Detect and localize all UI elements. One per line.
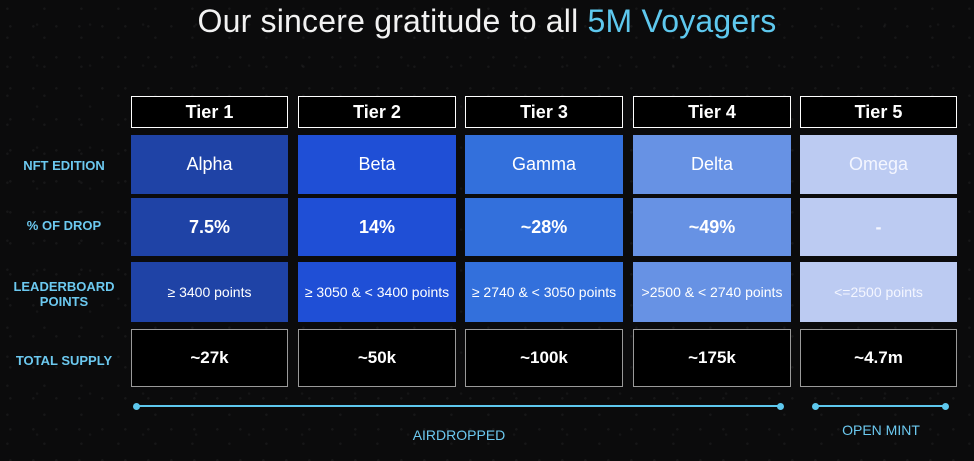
pct-of-drop-cell: 7.5%: [131, 198, 288, 256]
nft-edition-cell: Beta: [298, 135, 456, 194]
row-label-total-supply: TOTAL SUPPLY: [15, 352, 113, 368]
nft-edition-cell: Omega: [800, 135, 957, 194]
open-mint-bracket-line: [816, 405, 946, 407]
tier-header: Tier 5: [800, 96, 957, 128]
page-title: Our sincere gratitude to all 5M Voyagers: [0, 0, 974, 44]
leaderboard-points-cell: >2500 & < 2740 points: [633, 262, 791, 322]
total-supply-cell: ~100k: [465, 329, 623, 387]
pct-of-drop-cell: ~49%: [633, 198, 791, 256]
nft-edition-cell: Delta: [633, 135, 791, 194]
tier-header: Tier 4: [633, 96, 791, 128]
row-label-leaderboard-points: LEADERBOARD POINTS: [13, 279, 115, 309]
title-text: Our sincere gratitude to all: [197, 3, 588, 39]
title-accent: 5M Voyagers: [587, 3, 777, 39]
pct-of-drop-cell: 14%: [298, 198, 456, 256]
total-supply-cell: ~175k: [633, 329, 791, 387]
leaderboard-points-cell: ≥ 3050 & < 3400 points: [298, 262, 456, 322]
leaderboard-points-cell: <=2500 points: [800, 262, 957, 322]
airdropped-bracket-start-dot: [133, 403, 140, 410]
airdropped-bracket-line: [137, 405, 781, 407]
row-label-pct-of-drop: % OF DROP: [26, 217, 102, 233]
open-mint-bracket-start-dot: [812, 403, 819, 410]
open-mint-label: OPEN MINT: [842, 422, 920, 438]
pct-of-drop-cell: -: [800, 198, 957, 256]
total-supply-cell: ~4.7m: [800, 329, 957, 387]
tier-header: Tier 1: [131, 96, 288, 128]
airdropped-label: AIRDROPPED: [412, 427, 506, 443]
airdropped-bracket-end-dot: [777, 403, 784, 410]
nft-edition-cell: Gamma: [465, 135, 623, 194]
total-supply-cell: ~27k: [131, 329, 288, 387]
total-supply-cell: ~50k: [298, 329, 456, 387]
leaderboard-points-cell: ≥ 2740 & < 3050 points: [465, 262, 623, 322]
pct-of-drop-cell: ~28%: [465, 198, 623, 256]
tier-header: Tier 2: [298, 96, 456, 128]
open-mint-bracket-end-dot: [942, 403, 949, 410]
row-label-nft-edition: NFT EDITION: [23, 157, 105, 173]
nft-edition-cell: Alpha: [131, 135, 288, 194]
leaderboard-points-cell: ≥ 3400 points: [131, 262, 288, 322]
tier-header: Tier 3: [465, 96, 623, 128]
